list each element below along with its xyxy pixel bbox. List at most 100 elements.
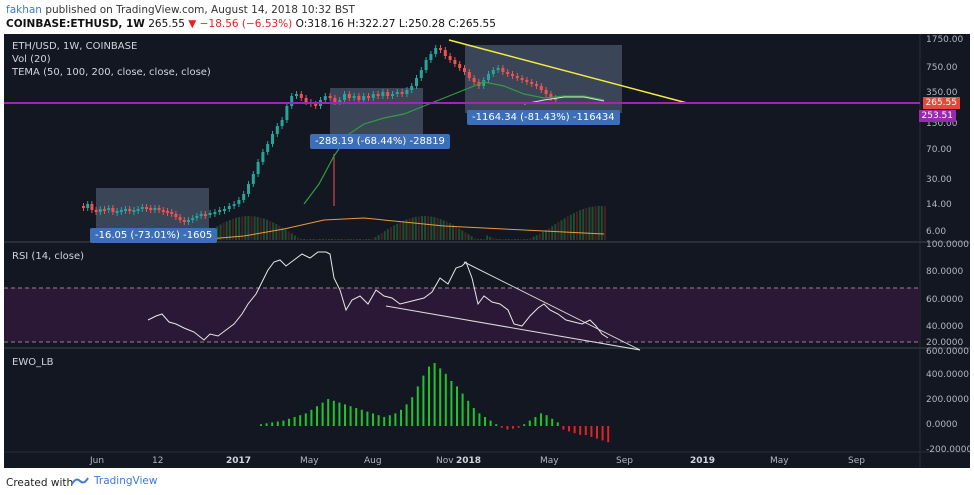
candle	[203, 214, 207, 216]
candle	[275, 126, 279, 134]
candle	[103, 209, 106, 211]
volume-bar	[328, 239, 330, 240]
price-tick: 750.00	[926, 63, 958, 73]
candle	[157, 208, 161, 210]
price-tick: 6.00	[926, 227, 947, 237]
candle	[453, 60, 457, 64]
candle	[232, 204, 236, 206]
candle	[94, 210, 98, 212]
candle	[501, 68, 505, 72]
footer: Created with TradingView	[0, 468, 974, 495]
volume-bar	[355, 239, 358, 240]
volume-bar	[303, 239, 306, 240]
ewo-bar	[332, 400, 335, 426]
volume-bar	[545, 230, 547, 240]
rsi-title[interactable]: RSI (14, close)	[12, 251, 85, 262]
candle	[424, 60, 428, 70]
volume-bar	[433, 217, 436, 240]
volume-bar	[464, 232, 467, 240]
candle	[443, 50, 447, 56]
rsi-trendline-top[interactable]	[463, 261, 641, 351]
candle	[195, 216, 199, 218]
tradingview-brand[interactable]: TradingView	[70, 475, 157, 487]
volume-bar	[579, 210, 582, 240]
ewo-bar	[310, 409, 313, 426]
time-axis-label: Jun	[90, 456, 105, 466]
header: fakhan published on TradingView.com, Aug…	[0, 0, 974, 34]
volume-bar	[523, 239, 526, 240]
candle	[199, 214, 203, 216]
measure-label-3[interactable]: -1164.34 (-81.43%) -116434	[467, 110, 620, 125]
ewo-bar	[282, 420, 285, 426]
tema-label[interactable]: TEMA (50, 100, 200, close, close, close)	[12, 67, 211, 78]
measure-label-1[interactable]: -16.05 (-73.01%) -1605	[90, 228, 218, 243]
tradingview-logo-icon	[71, 477, 89, 485]
volume-bar	[572, 213, 575, 240]
publish-info: fakhan published on TradingView.com, Aug…	[6, 4, 355, 16]
time-axis-label: 2017	[226, 456, 252, 466]
volume-bar	[399, 222, 402, 240]
ewo-bar	[388, 415, 391, 426]
rsi-trendline-bottom[interactable]	[385, 305, 641, 351]
ewo-bar	[288, 418, 290, 426]
ewo-bar	[568, 426, 570, 432]
candle	[182, 220, 186, 222]
ewo-tick: 600.0000	[926, 347, 969, 357]
volume-bar	[331, 239, 334, 240]
ewo-bar	[523, 424, 526, 426]
tema-line-orange	[207, 217, 605, 240]
ewo-bar	[545, 415, 548, 426]
volume-bar	[424, 216, 427, 240]
candle	[161, 210, 165, 212]
ewo-bar	[551, 418, 554, 426]
candles	[82, 45, 558, 225]
descending-trendline[interactable]	[448, 39, 688, 104]
volume-bar	[219, 224, 222, 240]
time-axis-label: 2018	[456, 456, 482, 466]
candle	[290, 96, 294, 106]
ewo-bar	[299, 415, 302, 426]
candle	[187, 220, 190, 222]
candle	[256, 162, 260, 174]
ewo-bar	[377, 415, 380, 426]
volume-bar	[582, 208, 585, 240]
tradingview-name[interactable]: TradingView	[94, 475, 158, 487]
volume-bar	[442, 220, 445, 240]
ewo-histogram	[260, 363, 610, 443]
volume-bar	[470, 236, 473, 240]
vol-label[interactable]: Vol (20)	[12, 54, 51, 65]
volume-bar	[600, 206, 603, 240]
author-link[interactable]: fakhan	[6, 4, 42, 16]
volume-bar	[365, 239, 368, 240]
candle	[333, 98, 337, 102]
ewo-bar	[472, 408, 475, 426]
ewo-title[interactable]: EWO_LB	[12, 357, 54, 368]
ewo-bar	[411, 397, 414, 426]
volume-bar	[430, 216, 433, 240]
candle	[434, 48, 438, 54]
ewo-bar	[400, 409, 402, 426]
volume-bar	[241, 216, 244, 240]
ewo-bar	[590, 426, 593, 437]
volume-bar	[269, 220, 272, 240]
candle	[487, 74, 490, 80]
volume-bar	[495, 239, 498, 240]
ewo-bar	[321, 402, 324, 426]
volume-bar	[275, 224, 278, 240]
candle	[376, 94, 380, 96]
ewo-bar	[265, 423, 268, 426]
candle	[467, 72, 471, 78]
volume-bar	[371, 239, 374, 240]
rsi-band	[4, 288, 920, 342]
candle	[544, 90, 548, 94]
measure-box-1[interactable]	[96, 188, 209, 232]
chart-area[interactable]: ETH/USD, 1W, COINBASE Vol (20) TEMA (50,…	[4, 34, 970, 468]
candle	[367, 96, 370, 98]
time-axis-label: May	[770, 456, 789, 466]
volume-bar	[526, 239, 529, 240]
ewo-bar	[422, 375, 425, 426]
volume-bar	[452, 224, 454, 240]
measure-label-2[interactable]: -288.19 (-68.44%) -28819	[310, 134, 450, 149]
volume-bar	[290, 233, 293, 240]
ewo-bar	[439, 368, 442, 426]
